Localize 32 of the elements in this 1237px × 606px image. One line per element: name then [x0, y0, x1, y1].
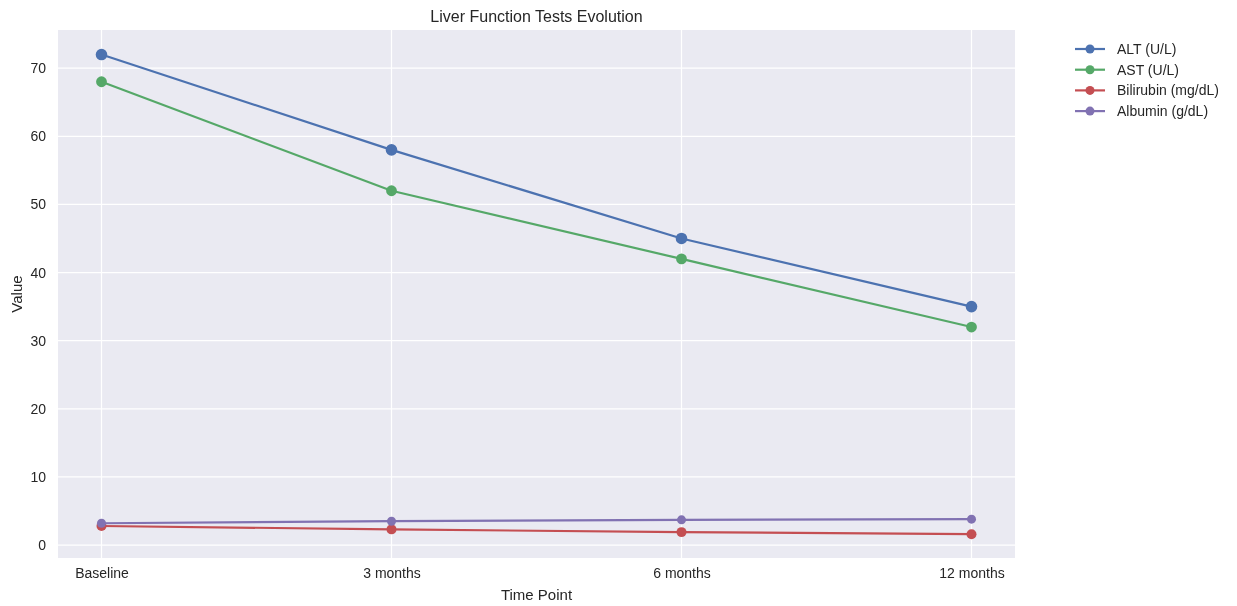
- x-tick-label: Baseline: [75, 564, 130, 581]
- point: [966, 321, 977, 333]
- point: [95, 48, 108, 61]
- x-tick-label: 12 months: [939, 564, 1005, 581]
- y-tick-label: 0: [38, 537, 47, 554]
- y-tick-label: 60: [30, 128, 47, 145]
- chart-title: Liver Function Tests Evolution: [430, 8, 643, 25]
- x-tick-label: 6 months: [653, 564, 711, 581]
- legend-label: Bilirubin (mg/dL): [1117, 82, 1219, 99]
- point: [386, 185, 397, 197]
- y-axis-title: Value: [8, 275, 25, 313]
- legend-label: Albumin (g/dL): [1117, 103, 1209, 120]
- point: [965, 300, 978, 313]
- point: [676, 527, 687, 538]
- y-tick-label: 20: [30, 400, 47, 417]
- point: [385, 144, 398, 156]
- point: [675, 232, 688, 245]
- point: [96, 76, 107, 88]
- x-tick-label: 3 months: [363, 564, 421, 581]
- legend-label: ALT (U/L): [1117, 41, 1177, 57]
- legend-label: AST (U/L): [1117, 61, 1179, 78]
- y-tick-label: 10: [30, 468, 47, 485]
- point: [386, 516, 397, 526]
- point: [966, 514, 977, 524]
- x-axis-title: Time Point: [500, 586, 573, 603]
- y-tick-label: 30: [30, 332, 47, 349]
- point: [676, 515, 687, 525]
- y-tick-label: 40: [30, 264, 47, 281]
- point: [676, 253, 687, 265]
- point: [966, 529, 977, 540]
- y-tick-label: 70: [30, 60, 47, 77]
- y-tick-label: 50: [30, 196, 47, 213]
